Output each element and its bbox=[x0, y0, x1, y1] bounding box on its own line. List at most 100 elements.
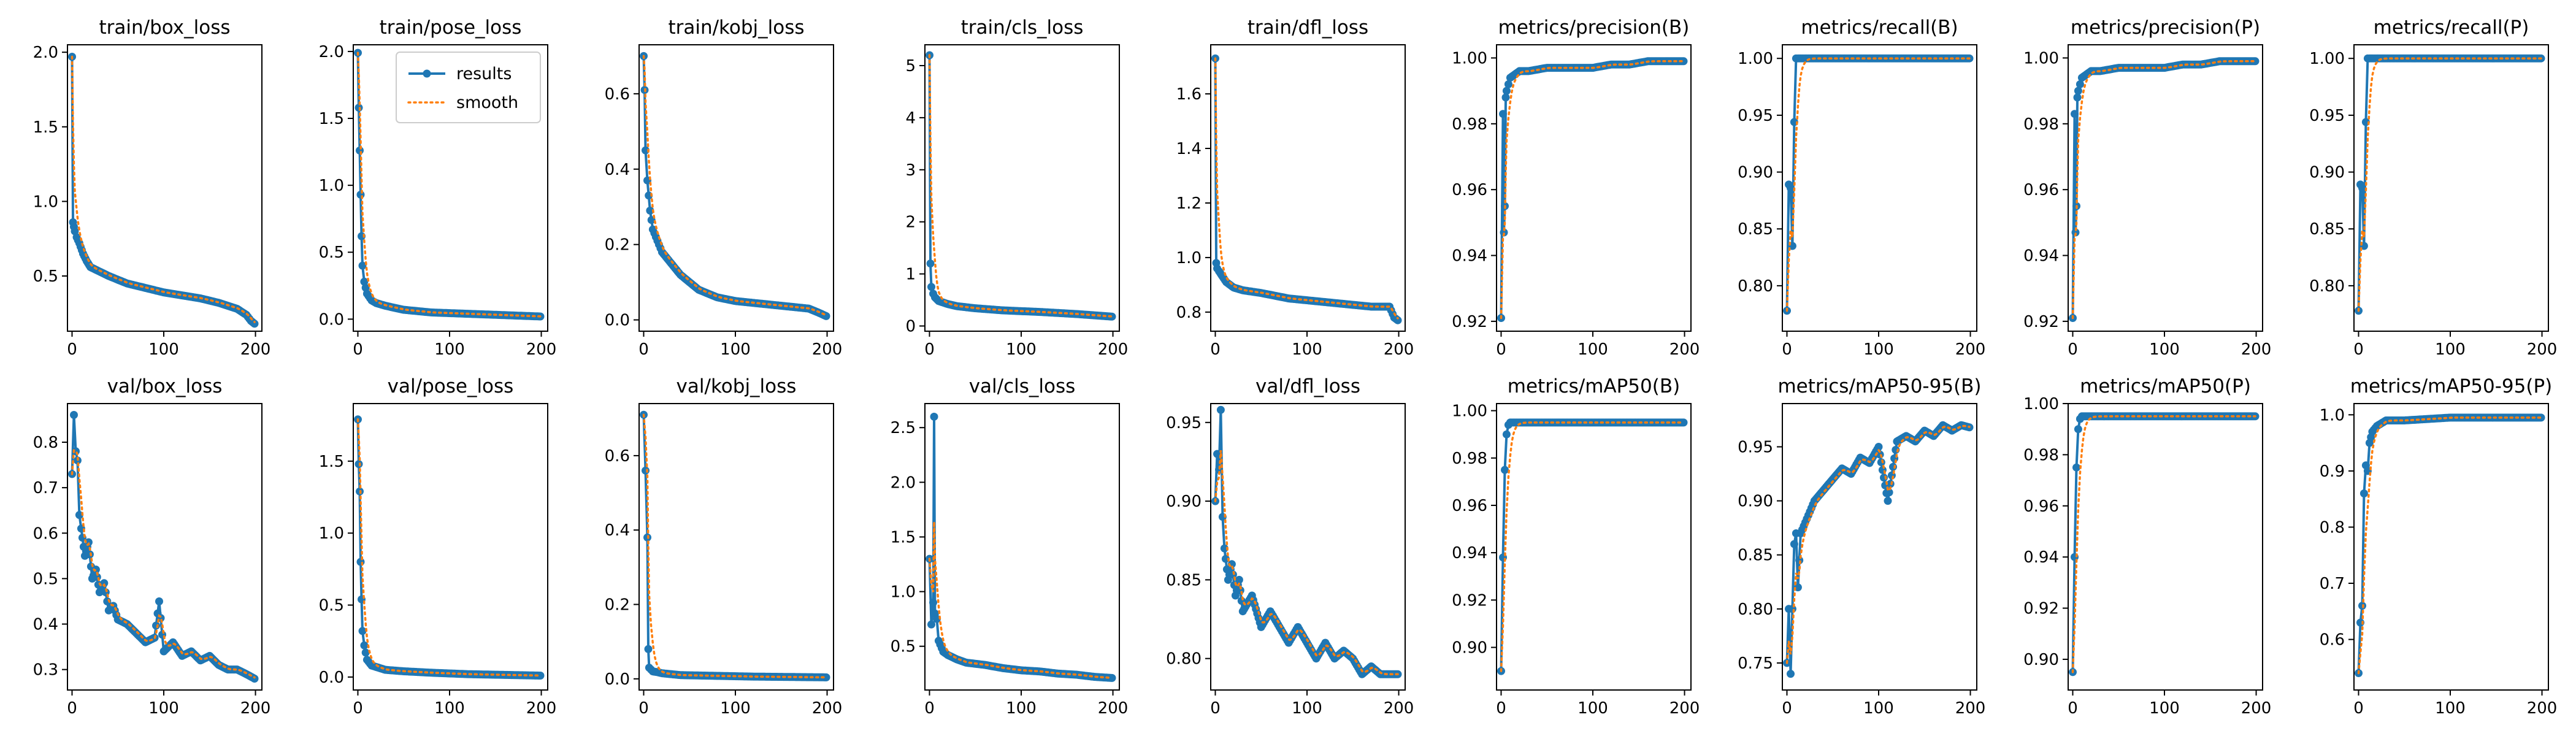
results-point bbox=[2071, 228, 2080, 237]
y-tick-label: 0 bbox=[905, 318, 916, 336]
x-tick-label: 100 bbox=[1292, 699, 1322, 718]
axes-frame bbox=[1210, 403, 1406, 691]
subplot: metrics/precision(P) 0 100 200 0.92 0.94 0.96 0… bbox=[2023, 17, 2271, 359]
y-tick-label: 1.0 bbox=[1176, 249, 1202, 267]
results-point bbox=[1502, 86, 1511, 95]
y-tick-label: 0.8 bbox=[33, 434, 58, 452]
results-point bbox=[642, 146, 650, 155]
y-tick-label: 0.5 bbox=[891, 638, 916, 656]
results-point bbox=[152, 621, 160, 630]
y-tick-label: 3 bbox=[905, 161, 916, 180]
y-tick-label: 1.00 bbox=[2023, 395, 2059, 413]
y-tick-label: 1.0 bbox=[319, 177, 344, 195]
results-point bbox=[822, 673, 830, 681]
x-tick-label: 200 bbox=[1669, 340, 1700, 359]
y-tick-label: 0.95 bbox=[1738, 107, 1773, 125]
results-point bbox=[1884, 497, 1892, 505]
results-point bbox=[926, 259, 935, 268]
x-tick-label: 200 bbox=[2527, 699, 2558, 718]
axes-frame bbox=[924, 44, 1120, 332]
y-tick-label: 0.94 bbox=[2023, 548, 2059, 567]
x-tick-label: 100 bbox=[148, 340, 179, 359]
y-tick-label: 0.85 bbox=[1738, 220, 1773, 239]
results-point bbox=[70, 411, 78, 419]
results-point bbox=[2074, 86, 2082, 95]
results-point bbox=[1108, 673, 1116, 682]
smooth-line bbox=[2357, 57, 2542, 312]
smooth-line bbox=[642, 413, 827, 679]
results-point bbox=[250, 320, 259, 328]
smooth-line bbox=[1214, 450, 1399, 676]
y-tick-label: 1.5 bbox=[33, 118, 58, 137]
subplot: train/cls_loss 0 100 200 0 1 2 3 4 5 bbox=[905, 17, 1128, 359]
y-tick-label: 0.96 bbox=[2023, 181, 2059, 199]
axes-frame bbox=[1782, 403, 1977, 691]
results-point bbox=[1679, 418, 1688, 427]
x-tick-label: 200 bbox=[526, 340, 557, 359]
axes-frame bbox=[2068, 403, 2263, 691]
results-point bbox=[642, 466, 650, 475]
subplot: metrics/mAP50-95(B) 0 100 200 0.75 0.80 0.85 0.… bbox=[1738, 375, 1985, 718]
results-point bbox=[360, 641, 369, 650]
x-tick-label: 0 bbox=[1782, 340, 1792, 359]
y-tick-label: 1.5 bbox=[319, 453, 344, 471]
subplot-title: metrics/recall(B) bbox=[1801, 17, 1958, 39]
results-point bbox=[1874, 443, 1883, 451]
results-point bbox=[2073, 93, 2082, 102]
results-point bbox=[1504, 80, 1512, 88]
y-tick-label: 0.92 bbox=[2023, 600, 2059, 618]
results-point bbox=[1679, 57, 1688, 66]
subplot-title: train/cls_loss bbox=[961, 17, 1084, 39]
x-tick-label: 200 bbox=[1384, 340, 1414, 359]
x-tick-label: 200 bbox=[1384, 699, 1414, 718]
y-tick-label: 0.96 bbox=[1452, 181, 1487, 199]
subplot: val/dfl_loss 0 100 200 0.80 0.85 0.90 0.95 bbox=[1166, 375, 1414, 718]
x-tick-label: 0 bbox=[1782, 699, 1792, 718]
x-tick-label: 200 bbox=[526, 699, 557, 718]
y-tick-label: 0.90 bbox=[1738, 164, 1773, 182]
y-tick-label: 1.0 bbox=[33, 193, 58, 211]
axes-frame bbox=[1782, 44, 1977, 332]
y-tick-label: 0.92 bbox=[2023, 313, 2059, 331]
plot-area bbox=[2355, 54, 2545, 315]
plot-area bbox=[1497, 418, 1688, 675]
axes-frame bbox=[67, 44, 263, 332]
results-line bbox=[2071, 59, 2255, 318]
subplot-title: train/dfl_loss bbox=[1248, 17, 1368, 39]
results-point bbox=[644, 645, 653, 653]
results-line bbox=[1785, 57, 1969, 311]
plot-area bbox=[2069, 57, 2260, 322]
results-point bbox=[1499, 110, 1507, 118]
y-tick-label: 0.85 bbox=[1166, 571, 1202, 589]
x-tick-label: 100 bbox=[1006, 340, 1037, 359]
plot-area bbox=[354, 415, 545, 680]
results-line bbox=[2357, 57, 2541, 311]
legend-results-label: results bbox=[456, 64, 512, 83]
results-point bbox=[84, 538, 93, 546]
axes-frame bbox=[1210, 44, 1406, 332]
y-tick-label: 0.85 bbox=[2309, 220, 2345, 239]
y-tick-label: 0.94 bbox=[1452, 247, 1487, 266]
smooth-line bbox=[1785, 57, 1971, 312]
x-tick-label: 0 bbox=[2068, 699, 2078, 718]
x-tick-label: 0 bbox=[1210, 699, 1221, 718]
plot-area bbox=[640, 410, 830, 681]
y-tick-label: 0.85 bbox=[1738, 546, 1773, 565]
y-tick-label: 0.0 bbox=[605, 312, 630, 330]
legend: results smooth bbox=[396, 52, 541, 123]
x-tick-label: 200 bbox=[812, 340, 843, 359]
x-tick-label: 200 bbox=[1098, 340, 1129, 359]
x-tick-label: 0 bbox=[353, 340, 363, 359]
x-tick-label: 0 bbox=[2353, 340, 2364, 359]
y-tick-label: 1.5 bbox=[319, 110, 344, 128]
results-point bbox=[2071, 110, 2079, 118]
y-tick-label: 0.6 bbox=[33, 524, 58, 543]
y-tick-label: 0.0 bbox=[319, 669, 344, 687]
results-point bbox=[1220, 544, 1229, 553]
x-tick-label: 0 bbox=[353, 699, 363, 718]
y-tick-label: 0.95 bbox=[1166, 414, 1202, 432]
results-point bbox=[358, 627, 367, 635]
results-point bbox=[1235, 575, 1243, 584]
results-point bbox=[1393, 316, 1402, 324]
x-tick-label: 0 bbox=[638, 699, 649, 718]
